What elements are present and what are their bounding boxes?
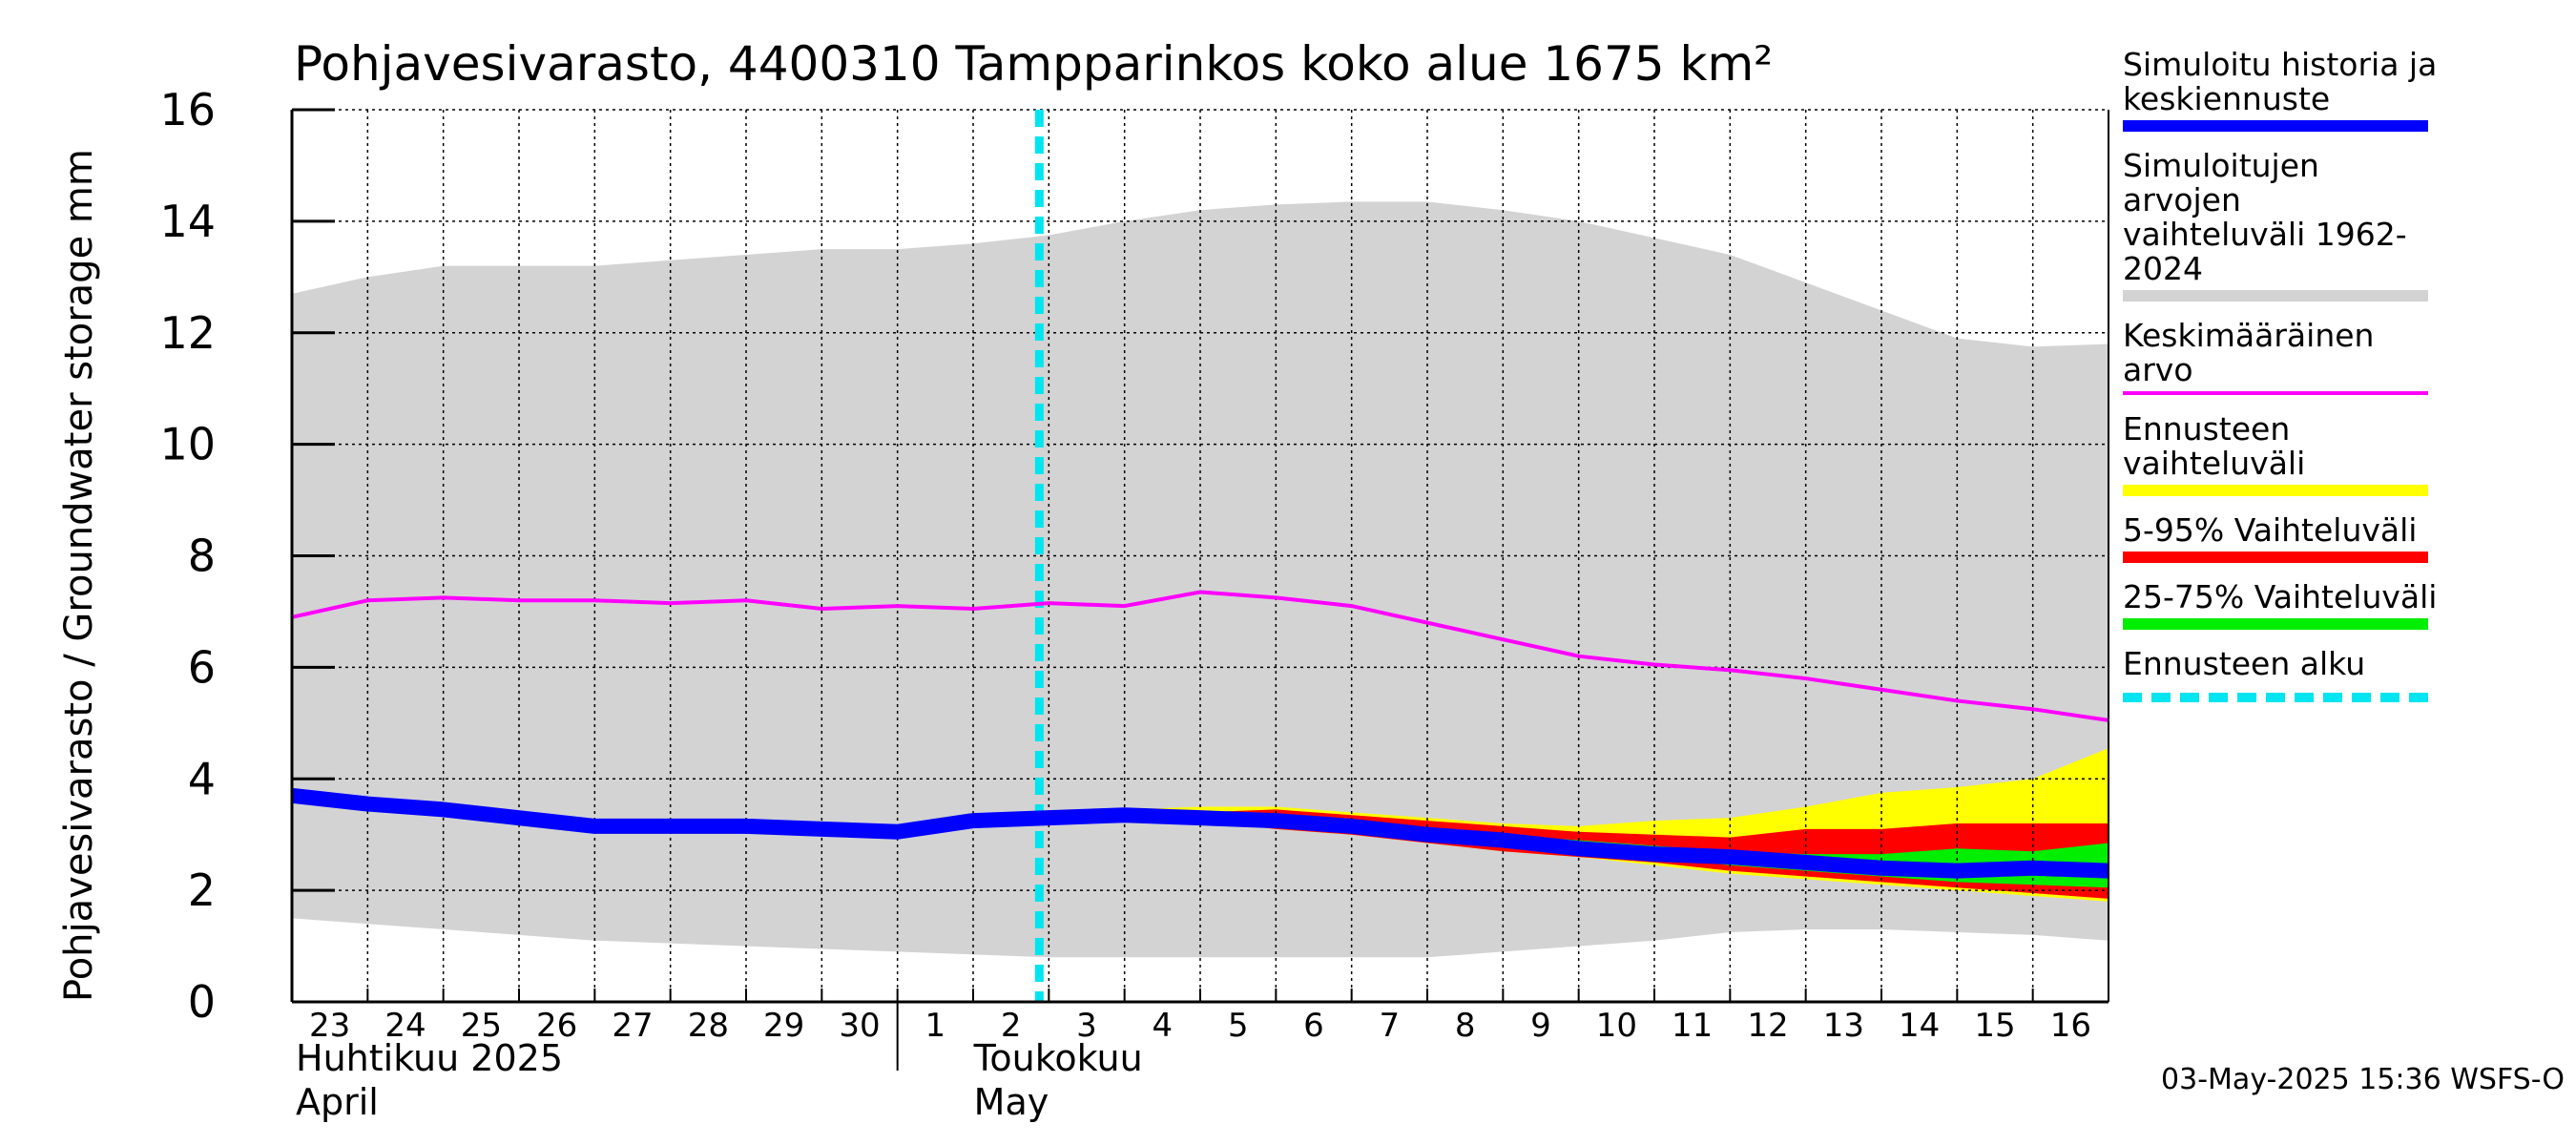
x-tick-label: 23 bbox=[309, 1007, 350, 1045]
month-label: Toukokuu bbox=[973, 1037, 1143, 1079]
legend-item: 5-95% Vaihteluväli bbox=[2123, 513, 2438, 563]
legend-label: 5-95% Vaihteluväli bbox=[2123, 511, 2418, 549]
x-tick-label: 25 bbox=[461, 1007, 502, 1045]
legend-item: Ennusteen alku bbox=[2123, 647, 2438, 702]
legend-item: Simuloitujen arvojen vaihteluväli 1962-2… bbox=[2123, 149, 2438, 302]
month-label-english: April bbox=[296, 1081, 379, 1123]
x-tick-label: 26 bbox=[536, 1007, 577, 1045]
y-tick-label: 12 bbox=[159, 307, 216, 359]
legend-swatch bbox=[2123, 290, 2428, 302]
legend-swatch bbox=[2123, 391, 2428, 395]
x-tick-label: 6 bbox=[1303, 1007, 1324, 1045]
x-tick-label: 12 bbox=[1747, 1007, 1788, 1045]
y-tick-label: 14 bbox=[159, 196, 216, 247]
x-tick-label: 4 bbox=[1153, 1007, 1174, 1045]
x-tick-label: 16 bbox=[2050, 1007, 2091, 1045]
legend-label: Ennusteen alku bbox=[2123, 645, 2366, 682]
legend-item: 25-75% Vaihteluväli bbox=[2123, 580, 2438, 630]
x-tick-label: 14 bbox=[1899, 1007, 1940, 1045]
x-tick-label: 11 bbox=[1672, 1007, 1713, 1045]
legend-label: 25-75% Vaihteluväli bbox=[2123, 578, 2438, 615]
y-tick-label: 6 bbox=[188, 641, 216, 693]
x-tick-label: 2 bbox=[1001, 1007, 1022, 1045]
y-tick-label: 10 bbox=[159, 419, 216, 470]
y-tick-label: 2 bbox=[188, 864, 216, 916]
legend-item: Keskimääräinen arvo bbox=[2123, 319, 2438, 395]
legend: Simuloitu historia ja keskiennuste Simulo… bbox=[2123, 48, 2438, 719]
y-tick-label: 4 bbox=[188, 753, 216, 804]
legend-item: Ennusteen vaihteluväli bbox=[2123, 412, 2438, 496]
legend-label: Simuloitujen arvojen vaihteluväli 1962-2… bbox=[2123, 147, 2407, 287]
grid-layer bbox=[292, 109, 2109, 1002]
month-label-english: May bbox=[974, 1081, 1049, 1123]
line-series-1 bbox=[291, 787, 2109, 879]
line-series-0 bbox=[291, 590, 2109, 722]
x-tick-label: 10 bbox=[1596, 1007, 1637, 1045]
legend-label: Simuloitu historia ja keskiennuste bbox=[2123, 46, 2438, 117]
x-tick-label: 13 bbox=[1823, 1007, 1864, 1045]
legend-swatch bbox=[2123, 120, 2428, 132]
legend-swatch bbox=[2123, 618, 2428, 630]
x-tick-label: 3 bbox=[1076, 1007, 1097, 1045]
x-tick-label: 9 bbox=[1530, 1007, 1551, 1045]
legend-swatch bbox=[2123, 693, 2428, 702]
x-tick-label: 7 bbox=[1380, 1007, 1401, 1045]
x-tick-label: 8 bbox=[1455, 1007, 1476, 1045]
legend-item: Simuloitu historia ja keskiennuste bbox=[2123, 48, 2438, 132]
x-tick-label: 29 bbox=[763, 1007, 804, 1045]
y-tick-label: 0 bbox=[188, 976, 216, 1028]
legend-swatch bbox=[2123, 485, 2428, 496]
x-tick-label: 1 bbox=[925, 1007, 946, 1045]
x-tick-label: 24 bbox=[384, 1007, 426, 1045]
x-tick-label: 5 bbox=[1228, 1007, 1249, 1045]
legend-label: Ennusteen vaihteluväli bbox=[2123, 410, 2306, 482]
line-layer bbox=[291, 110, 2109, 1002]
y-tick-label: 8 bbox=[188, 531, 216, 582]
y-tick-label: 16 bbox=[159, 84, 216, 135]
x-tick-label: 28 bbox=[688, 1007, 729, 1045]
footer-timestamp: 03-May-2025 15:36 WSFS-O bbox=[2161, 1063, 2565, 1096]
chart-title: Pohjavesivarasto, 4400310 Tampparinkos k… bbox=[294, 36, 1773, 92]
month-label: Huhtikuu 2025 bbox=[296, 1037, 563, 1079]
x-tick-label: 15 bbox=[1974, 1007, 2015, 1045]
x-tick-label: 27 bbox=[612, 1007, 653, 1045]
y-axis-label: Pohjavesivarasto / Groundwater storage m… bbox=[57, 149, 101, 1002]
x-tick-label: 30 bbox=[839, 1007, 880, 1045]
legend-swatch bbox=[2123, 552, 2428, 563]
legend-label: Keskimääräinen arvo bbox=[2123, 317, 2375, 388]
